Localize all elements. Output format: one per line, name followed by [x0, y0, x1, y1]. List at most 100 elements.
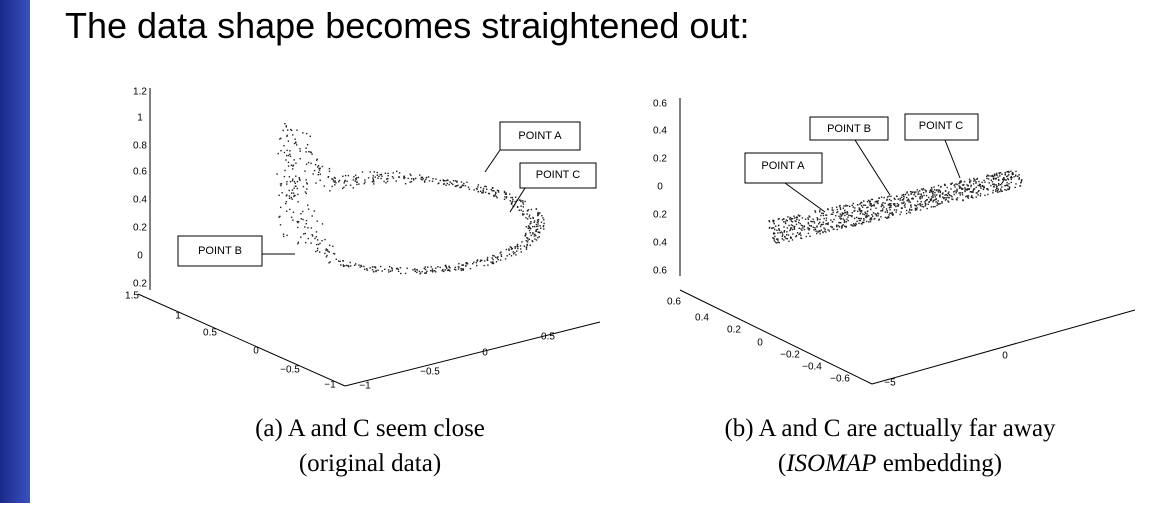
dot [794, 220, 796, 222]
dot [520, 251, 522, 253]
dot [890, 203, 892, 205]
dot [410, 174, 412, 177]
dot [528, 216, 530, 218]
dot [415, 177, 417, 180]
dot [839, 217, 841, 219]
z-tick-label: 0.4 [653, 126, 667, 137]
dot [437, 266, 439, 268]
dot [924, 201, 926, 203]
dot [355, 178, 357, 181]
dot [535, 229, 537, 231]
dot [316, 158, 318, 160]
dot [435, 267, 437, 269]
dot [508, 253, 511, 255]
dot [994, 175, 996, 177]
dot [328, 167, 331, 170]
dot [518, 209, 520, 211]
dot [950, 183, 952, 185]
dot [398, 176, 400, 178]
dot [960, 187, 962, 189]
dot [992, 175, 994, 177]
dot [514, 247, 516, 249]
dot [533, 221, 535, 224]
dot [890, 195, 892, 197]
dot [895, 195, 898, 197]
dot [919, 197, 921, 199]
dot [1008, 183, 1010, 185]
dot [906, 191, 908, 193]
dot [925, 200, 927, 202]
dot [897, 198, 899, 200]
dot [1015, 183, 1017, 185]
dot [825, 223, 827, 225]
dot [357, 176, 360, 179]
dot [827, 208, 829, 211]
dot [508, 248, 510, 250]
dot [913, 194, 915, 196]
dot [455, 269, 457, 271]
dot [516, 250, 518, 252]
dot [290, 196, 292, 199]
dot [864, 204, 867, 206]
dot [782, 234, 784, 236]
dot [526, 210, 529, 212]
dot [524, 200, 526, 203]
dot [371, 266, 374, 268]
dot [781, 235, 783, 237]
dot [445, 265, 447, 267]
dot [300, 218, 302, 220]
dot [342, 260, 344, 262]
dot [296, 181, 299, 183]
dot [857, 217, 860, 220]
dot [793, 217, 796, 219]
dot [821, 212, 823, 214]
dot [515, 254, 517, 256]
dot [321, 223, 324, 225]
dot [828, 230, 830, 232]
dot [329, 190, 331, 192]
dot [317, 243, 320, 246]
dot [939, 191, 942, 193]
dot [354, 174, 357, 176]
dot [317, 239, 319, 241]
dot [1001, 181, 1004, 183]
dot [543, 219, 545, 221]
dot [948, 191, 950, 193]
dot [304, 226, 306, 228]
dot [487, 264, 489, 266]
dot [890, 206, 892, 209]
dot [356, 181, 358, 183]
dot [868, 215, 870, 217]
dot [950, 188, 952, 190]
dot [888, 203, 890, 205]
dot [889, 209, 891, 211]
dot [381, 270, 383, 272]
dot [790, 224, 793, 226]
dot [1006, 184, 1008, 186]
dot [916, 200, 919, 203]
dot [853, 223, 855, 225]
dot [876, 201, 878, 204]
dot [297, 193, 299, 196]
dot [860, 217, 862, 220]
dot [975, 196, 977, 198]
dot [1004, 174, 1006, 176]
dot [332, 180, 335, 182]
dot [789, 228, 792, 231]
dot [771, 227, 773, 229]
dot [791, 239, 794, 241]
dot [519, 199, 521, 201]
dot [991, 181, 994, 183]
dot [920, 194, 922, 196]
dot [527, 209, 530, 211]
dot [286, 183, 288, 185]
dot [870, 203, 872, 205]
dot [280, 150, 282, 152]
dot [1015, 175, 1017, 177]
dot [976, 177, 979, 180]
dot [404, 272, 407, 275]
x-tick-label: 1 [175, 311, 181, 322]
dot [525, 226, 528, 228]
dot [894, 203, 896, 205]
dot [486, 258, 489, 260]
